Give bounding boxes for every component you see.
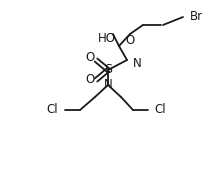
Text: Br: Br (189, 11, 202, 23)
Text: N: N (132, 58, 141, 70)
Text: S: S (103, 64, 111, 76)
Text: Cl: Cl (153, 104, 165, 116)
Text: O: O (85, 52, 94, 64)
Text: Cl: Cl (46, 104, 58, 116)
Text: O: O (85, 74, 94, 86)
Text: O: O (125, 33, 134, 46)
Text: HO: HO (97, 31, 115, 45)
Text: N: N (103, 78, 112, 92)
